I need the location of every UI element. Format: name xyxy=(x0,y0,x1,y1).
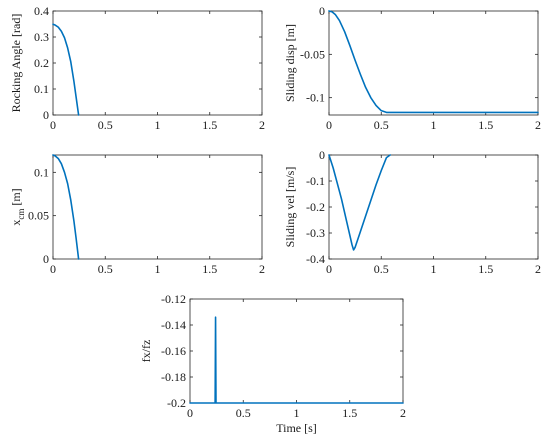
chart-rocking-angle: 0 0.5 1 1.5 2 0 0.1 0.2 0.3 0.4 Rocking Angle [rad… xyxy=(9,4,265,132)
x-tick-label: 0.5 xyxy=(374,262,389,276)
y-tick-label: 0.1 xyxy=(34,165,49,179)
y-tick-label: 0.4 xyxy=(34,4,49,18)
x-tick-label: 1 xyxy=(294,406,300,420)
series-line xyxy=(189,316,404,404)
x-tick-label: 0 xyxy=(326,262,332,276)
y-tick-label: -0.18 xyxy=(161,370,186,384)
chart-x-cm: 0 0.5 1 1.5 2 0 0.05 0.1 xcm [m] xyxy=(9,154,265,276)
y-tick-label: -0.1 xyxy=(306,91,325,105)
y-axis-label: Sliding disp [m] xyxy=(283,24,297,102)
y-tick-label: -0.1 xyxy=(306,174,325,188)
chart-sliding-vel: 0 0.5 1 1.5 2 -0.4 -0.3 -0.2 -0.1 0 Sliding vel [m… xyxy=(283,148,541,276)
y-tick-label: -0.2 xyxy=(167,396,186,410)
x-tick-label: 1.5 xyxy=(202,262,217,276)
x-tick-label: 1.5 xyxy=(202,118,217,132)
series-line xyxy=(328,154,391,251)
x-tick-label: 2 xyxy=(259,118,265,132)
y-tick-label: 0 xyxy=(43,108,49,122)
y-axis-label: Rocking Angle [rad] xyxy=(9,14,23,113)
y-axis-label: xcm [m] xyxy=(9,188,26,225)
series-line xyxy=(52,154,80,260)
x-tick-label: 0.5 xyxy=(98,118,113,132)
x-tick-label: 0 xyxy=(326,118,332,132)
series-line xyxy=(52,23,80,116)
y-tick-label: 0.1 xyxy=(34,82,49,96)
x-tick-label: 1.5 xyxy=(478,262,493,276)
x-tick-label: 1 xyxy=(155,262,161,276)
y-tick-label: -0.16 xyxy=(161,344,186,358)
x-tick-label: 2 xyxy=(400,406,406,420)
y-tick-label: -0.14 xyxy=(161,318,186,332)
x-tick-label: 2 xyxy=(535,118,541,132)
y-axis-label: fx/fz xyxy=(139,340,153,363)
x-tick-label: 2 xyxy=(259,262,265,276)
x-tick-label: 0.5 xyxy=(98,262,113,276)
x-tick-label: 1 xyxy=(155,118,161,132)
y-tick-label: -0.12 xyxy=(161,292,186,306)
chart-fx-fz: 0 0.5 1 1.5 2 -0.2 -0.18 -0.16 -0.14 -0.12 fx/fz Ti… xyxy=(139,292,406,435)
x-tick-label: 0 xyxy=(50,262,56,276)
x-tick-label: 0 xyxy=(50,118,56,132)
x-tick-label: 1.5 xyxy=(478,118,493,132)
y-tick-label: -0.3 xyxy=(306,226,325,240)
y-tick-label: -0.2 xyxy=(306,200,325,214)
x-tick-label: 1.5 xyxy=(342,406,357,420)
y-tick-label: -0.05 xyxy=(300,47,325,61)
y-tick-label: 0.05 xyxy=(28,209,49,223)
x-tick-label: 0.5 xyxy=(236,406,251,420)
x-tick-label: 2 xyxy=(535,262,541,276)
x-tick-label: 0.5 xyxy=(374,118,389,132)
series-line xyxy=(328,10,539,114)
y-tick-label: 0 xyxy=(319,4,325,18)
y-tick-label: -0.4 xyxy=(306,252,325,266)
x-tick-label: 1 xyxy=(431,118,437,132)
x-tick-label: 1 xyxy=(431,262,437,276)
y-tick-label: 0 xyxy=(43,252,49,266)
y-axis-label: Sliding vel [m/s] xyxy=(283,167,297,248)
y-tick-label: 0.3 xyxy=(34,30,49,44)
x-tick-label: 0 xyxy=(187,406,193,420)
y-tick-label: 0.2 xyxy=(34,56,49,70)
x-axis-label: Time [s] xyxy=(276,421,317,435)
y-tick-label: 0 xyxy=(319,148,325,162)
chart-sliding-disp: 0 0.5 1 1.5 2 -0.1 -0.05 0 Sliding disp [m] xyxy=(283,4,541,132)
